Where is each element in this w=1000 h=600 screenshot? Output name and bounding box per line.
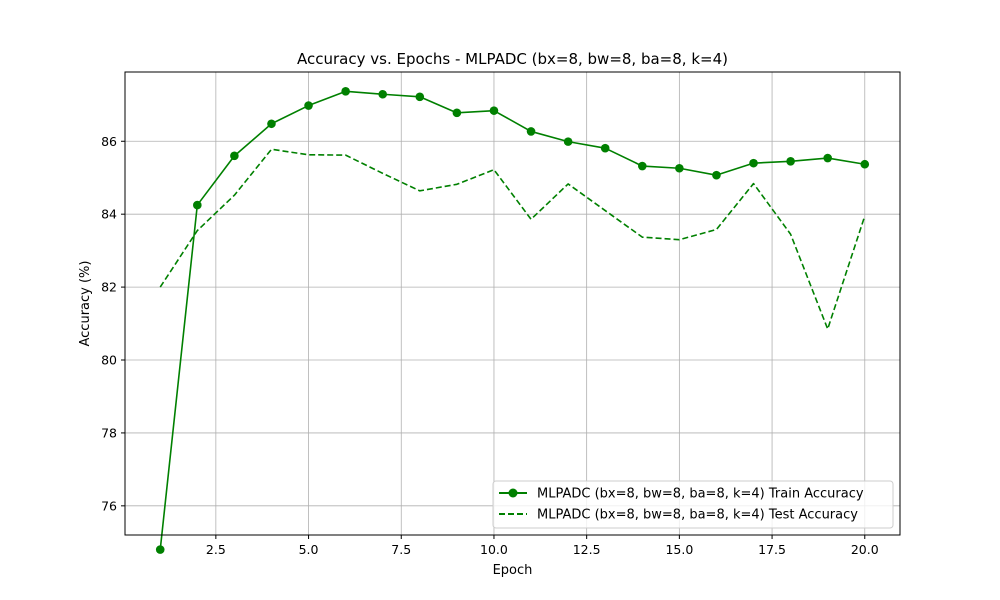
- x-tick-label: 2.5: [206, 542, 226, 557]
- y-tick-label: 80: [101, 353, 117, 368]
- grid: [125, 72, 900, 535]
- train-accuracy-point: [155, 545, 165, 554]
- train-accuracy-point: [823, 153, 832, 163]
- legend-train-marker: [508, 488, 518, 498]
- train-accuracy-point: [563, 137, 573, 146]
- train-accuracy-line: [159, 90, 865, 550]
- y-tick-label: 76: [101, 498, 117, 513]
- train-accuracy-point: [526, 127, 536, 136]
- x-tick-label: 20.0: [851, 542, 879, 557]
- train-accuracy-point: [489, 106, 499, 115]
- train-accuracy-point: [452, 108, 462, 118]
- train-accuracy-point: [712, 170, 721, 180]
- train-accuracy-point: [193, 200, 202, 210]
- y-tick-label: 78: [101, 425, 117, 440]
- x-tick-label: 17.5: [758, 542, 786, 557]
- y-tick-label: 82: [101, 280, 117, 295]
- train-accuracy-point: [230, 151, 239, 161]
- train-accuracy-point: [860, 159, 870, 169]
- legend-box: [492, 480, 894, 529]
- train-accuracy-point: [415, 92, 425, 102]
- y-axis-label: Accuracy (%): [78, 261, 93, 347]
- train-accuracy-point: [600, 143, 610, 153]
- train-accuracy-point: [749, 158, 758, 168]
- train-accuracy-point: [675, 163, 684, 173]
- legend: MLPADC (bx=8, bw=8, ba=8, k=4) Train Acc…: [492, 480, 894, 529]
- legend-test-label: MLPADC (bx=8, bw=8, ba=8, k=4) Test Accu…: [537, 508, 858, 523]
- y-tick-label: 84: [101, 207, 117, 222]
- plot-frame: [124, 71, 901, 536]
- x-tick-label: 5.0: [299, 542, 319, 557]
- x-axis-label: Epoch: [493, 563, 533, 578]
- y-tick-label: 86: [101, 134, 117, 149]
- ticks: 2.5 5.0 7.5 10.0 12.5 15.0 17.5 20.0 76 78 80 82 84 8…: [101, 134, 879, 557]
- train-accuracy-point: [267, 119, 276, 129]
- train-accuracy-point: [341, 87, 350, 96]
- train-accuracy-point: [304, 101, 313, 110]
- train-accuracy-point: [637, 161, 647, 171]
- test-accuracy-line: [159, 148, 866, 330]
- train-accuracy-point: [378, 89, 388, 99]
- x-tick-label: 7.5: [391, 542, 411, 557]
- x-tick-label: 15.0: [665, 542, 693, 557]
- train-accuracy-point: [786, 157, 795, 166]
- series-layer: [155, 87, 870, 554]
- chart-title: Accuracy vs. Epochs - MLPADC (bx=8, bw=8…: [297, 50, 728, 68]
- legend-train-label: MLPADC (bx=8, bw=8, ba=8, k=4) Train Acc…: [537, 487, 864, 502]
- x-tick-label: 10.0: [480, 542, 508, 557]
- x-tick-label: 12.5: [573, 542, 601, 557]
